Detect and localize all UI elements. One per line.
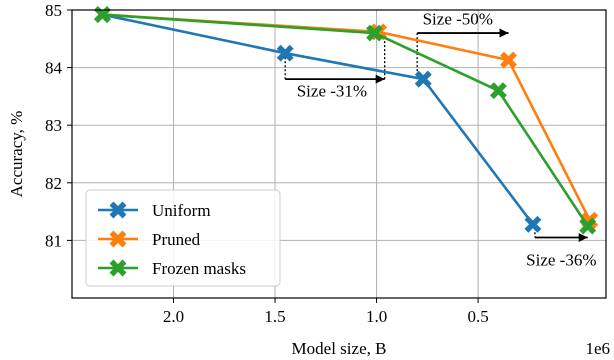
plot-frame — [71, 9, 607, 299]
data-point-marker — [109, 230, 127, 248]
legend-label: Frozen masks — [152, 259, 246, 278]
y-tick-label: 84 — [45, 59, 63, 78]
annotation-arrowhead — [499, 28, 509, 38]
annotation-labels: Size -31% Size -50% Size -36% — [297, 10, 597, 270]
annotation-label: Size -36% — [526, 250, 596, 269]
annotation-arrows — [284, 28, 588, 243]
data-point-marker — [489, 82, 507, 100]
annotation-arrowhead — [375, 74, 385, 84]
y-tick-label: 82 — [45, 174, 62, 193]
data-point-marker — [276, 44, 294, 62]
data-point-marker — [109, 259, 127, 277]
data-point-marker — [414, 70, 432, 88]
annotation-label: Size -31% — [297, 82, 367, 101]
data-point-marker — [579, 217, 597, 235]
legend-label: Uniform — [152, 201, 211, 220]
legend-box — [85, 189, 281, 287]
x-tick-label: 1.0 — [366, 307, 387, 326]
legend-label: Pruned — [152, 230, 201, 249]
y-tick-label: 81 — [45, 231, 62, 250]
x-axis-offset-label: 1e6 — [585, 339, 610, 358]
y-tick-label: 83 — [45, 116, 62, 135]
y-tick-label: 85 — [45, 1, 62, 20]
y-axis-title: Accuracy, % — [7, 111, 26, 198]
series-layer — [94, 6, 599, 235]
series-line — [102, 13, 534, 226]
legend-entry: Frozen masks — [98, 259, 246, 278]
x-tick-label: 0.5 — [467, 307, 488, 326]
series-frozen-masks — [94, 6, 597, 235]
legend-entry: Pruned — [98, 230, 201, 249]
x-tick-label: 1.5 — [264, 307, 285, 326]
data-point-marker — [500, 51, 517, 69]
data-point-marker — [524, 215, 542, 233]
x-axis-title: Model size, B — [292, 339, 387, 358]
annotation-arrowhead — [578, 233, 588, 243]
axis-ticks: 2.0 1.5 1.0 0.5 81 82 83 84 85 — [45, 1, 489, 326]
data-point-marker — [366, 24, 383, 42]
series-line — [102, 13, 589, 227]
legend: Uniform Pruned Frozen masks — [85, 189, 281, 287]
data-point-marker — [109, 201, 127, 219]
legend-entry: Uniform — [98, 201, 211, 220]
annotation-label: Size -50% — [423, 10, 493, 29]
x-tick-label: 2.0 — [163, 307, 184, 326]
